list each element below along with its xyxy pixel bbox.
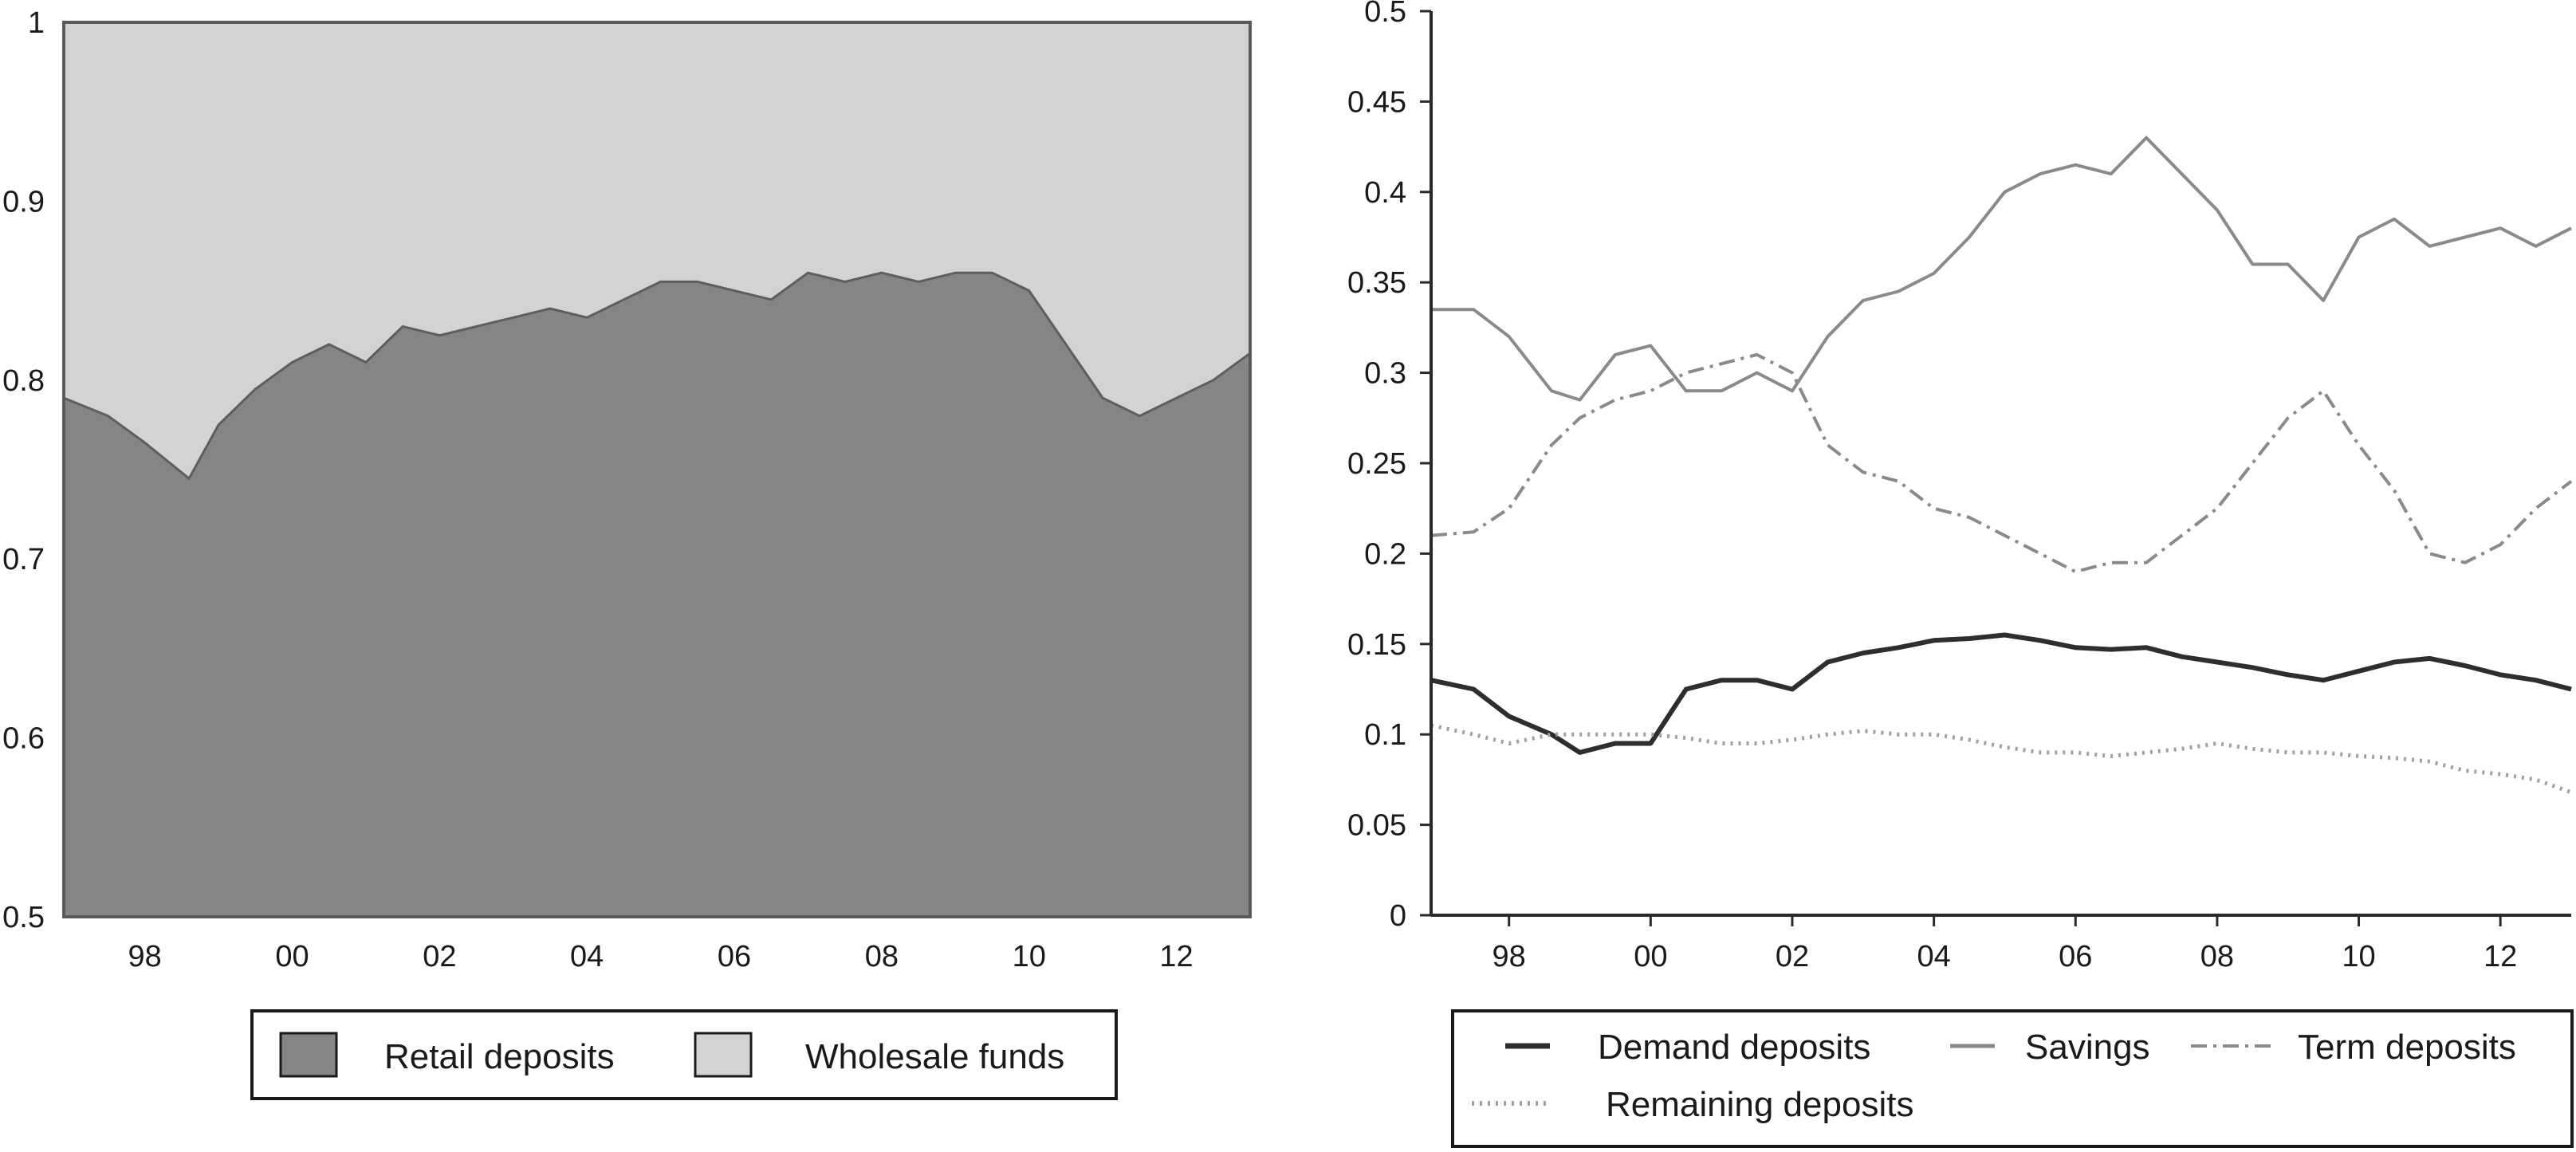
right-x-tick-label: 12: [2484, 940, 2517, 973]
left-x-tick-label: 10: [1013, 940, 1046, 973]
right-y-axis: 0 0.05 0.1 0.15 0.2 0.25 0.3 0.35 0.4 0.45 0.5: [1347, 0, 1431, 933]
right-y-tick-label: 0.1: [1364, 718, 1406, 752]
legend-swatch-wholesale-funds: [694, 1032, 753, 1078]
line-term-deposits: [1430, 352, 2573, 574]
right-x-tick-label: 02: [1776, 940, 1809, 973]
left-y-tick-label: 0.5: [2, 901, 45, 934]
left-x-tick-label: 04: [570, 940, 604, 973]
right-x-tick-label: 00: [1634, 940, 1667, 973]
left-y-axis: 0.5 0.6 0.7 0.8 0.9 1: [2, 6, 45, 934]
legend-label-wholesale-funds: Wholesale funds: [805, 1037, 1064, 1076]
right-x-tick-label: 08: [2200, 940, 2234, 973]
left-x-tick-label: 02: [423, 940, 456, 973]
legend-label-retail-deposits: Retail deposits: [384, 1037, 615, 1076]
line-remaining-deposits: [1430, 723, 2572, 795]
right-x-axis: 98 00 02 04 06 08 10 12: [1493, 915, 2517, 973]
right-legend-box: [1451, 1009, 2574, 1148]
line-savings: [1431, 136, 2572, 402]
right-y-tick-label: 0.3: [1364, 357, 1406, 391]
left-y-tick-label: 0.8: [2, 364, 45, 398]
left-plot-area: [63, 22, 1251, 917]
area-boundary-line: [63, 271, 1251, 481]
left-plot-frame: [62, 21, 1252, 918]
left-legend-box: [250, 1009, 1118, 1100]
line-demand-deposits: [1430, 632, 2572, 755]
left-x-tick-label: 06: [718, 940, 751, 973]
right-line-chart: 0 0.05 0.1 0.15 0.2 0.25 0.3 0.35 0.4 0.45 0.5 98 0…: [1347, 0, 2574, 1148]
right-x-tick-label: 06: [2059, 940, 2092, 973]
legend-swatch-retail-deposits: [279, 1032, 338, 1078]
right-x-tick-label: 04: [1917, 940, 1950, 973]
left-y-tick-label: 0.7: [2, 543, 45, 576]
right-legend: Demand deposits Savings Term deposits Re…: [1451, 1009, 2574, 1148]
left-y-tick-label: 0.6: [2, 722, 45, 756]
right-y-tick-label: 0.15: [1347, 628, 1406, 662]
left-x-tick-label: 98: [128, 940, 162, 973]
right-y-tick-label: 0.05: [1347, 809, 1406, 843]
left-legend: Retail deposits Wholesale funds: [250, 1009, 1118, 1100]
right-plot-area: [1430, 136, 2573, 795]
right-y-tick-label: 0.2: [1364, 537, 1406, 571]
left-x-axis: 98 00 02 04 06 08 10 12: [128, 940, 1194, 973]
area-retail-deposits: [64, 273, 1250, 917]
right-y-tick-label: 0.4: [1364, 176, 1406, 210]
legend-label-demand-deposits: Demand deposits: [1598, 1028, 1870, 1067]
legend-label-remaining-deposits: Remaining deposits: [1606, 1085, 1913, 1124]
legend-label-term-deposits: Term deposits: [2298, 1028, 2516, 1067]
legend-label-savings: Savings: [2025, 1028, 2150, 1067]
right-y-tick-label: 0.5: [1364, 0, 1406, 29]
right-y-tick-label: 0.25: [1347, 447, 1406, 481]
left-area-chart: 0.5 0.6 0.7 0.8 0.9 1 98 00 02 04 06 08 10 12 Retail…: [2, 6, 1252, 1100]
right-y-tick-label: 0.35: [1347, 266, 1406, 300]
left-x-tick-label: 12: [1159, 940, 1193, 973]
right-x-tick-label: 98: [1493, 940, 1526, 973]
left-x-tick-label: 08: [865, 940, 899, 973]
left-y-tick-label: 1: [28, 6, 45, 40]
left-y-tick-label: 0.9: [2, 185, 45, 218]
left-x-tick-label: 00: [275, 940, 309, 973]
right-y-tick-label: 0: [1390, 899, 1406, 933]
right-x-tick-label: 10: [2342, 940, 2375, 973]
right-y-tick-label: 0.45: [1347, 85, 1406, 119]
